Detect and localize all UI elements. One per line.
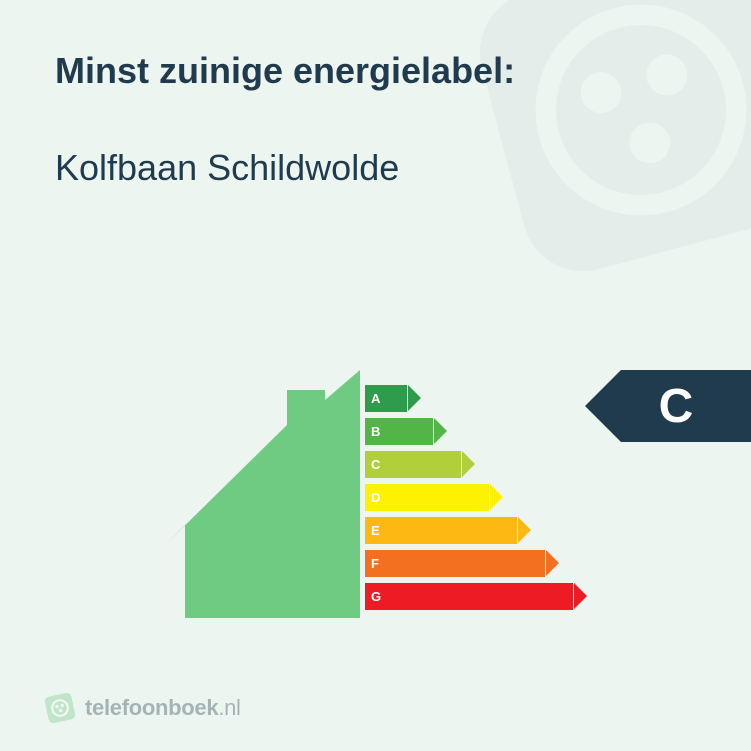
selected-label-letter: C: [659, 379, 694, 434]
selected-label-badge: C: [585, 370, 751, 442]
house-icon: [165, 370, 360, 625]
energy-bar: C: [365, 451, 665, 478]
energy-bar-label: E: [371, 517, 380, 544]
energy-bar-tip: [408, 385, 421, 411]
energy-bar: G: [365, 583, 665, 610]
energy-label-card: Minst zuinige energielabel: Kolfbaan Sch…: [0, 0, 751, 751]
energy-bar-label: A: [371, 385, 380, 412]
energy-bar-label: D: [371, 484, 380, 511]
energy-bar-tip: [434, 418, 447, 444]
energy-bar-tip: [490, 484, 503, 510]
footer-brand: telefoonboek.nl: [85, 695, 241, 721]
footer-logo-icon: [42, 690, 78, 726]
energy-bar-tip: [546, 550, 559, 576]
energy-bar: D: [365, 484, 665, 511]
footer-brand-name: telefoonboek: [85, 695, 218, 720]
footer-brand-tld: .nl: [218, 695, 240, 720]
badge-arrow: [585, 370, 621, 442]
energy-bar-tip: [518, 517, 531, 543]
energy-bar-label: C: [371, 451, 380, 478]
energy-bar: E: [365, 517, 665, 544]
energy-bar-shape: [365, 517, 517, 544]
energy-bar-tip: [462, 451, 475, 477]
badge-body: C: [621, 370, 751, 442]
footer: telefoonboek.nl: [45, 693, 241, 723]
energy-bar-shape: [365, 550, 545, 577]
energy-bar-shape: [365, 583, 573, 610]
energy-bar-tip: [574, 583, 587, 609]
energy-bar-shape: [365, 484, 489, 511]
watermark-icon: [433, 0, 751, 318]
energy-bar: F: [365, 550, 665, 577]
energy-bar-label: F: [371, 550, 379, 577]
energy-bar-label: B: [371, 418, 380, 445]
energy-bar-label: G: [371, 583, 381, 610]
